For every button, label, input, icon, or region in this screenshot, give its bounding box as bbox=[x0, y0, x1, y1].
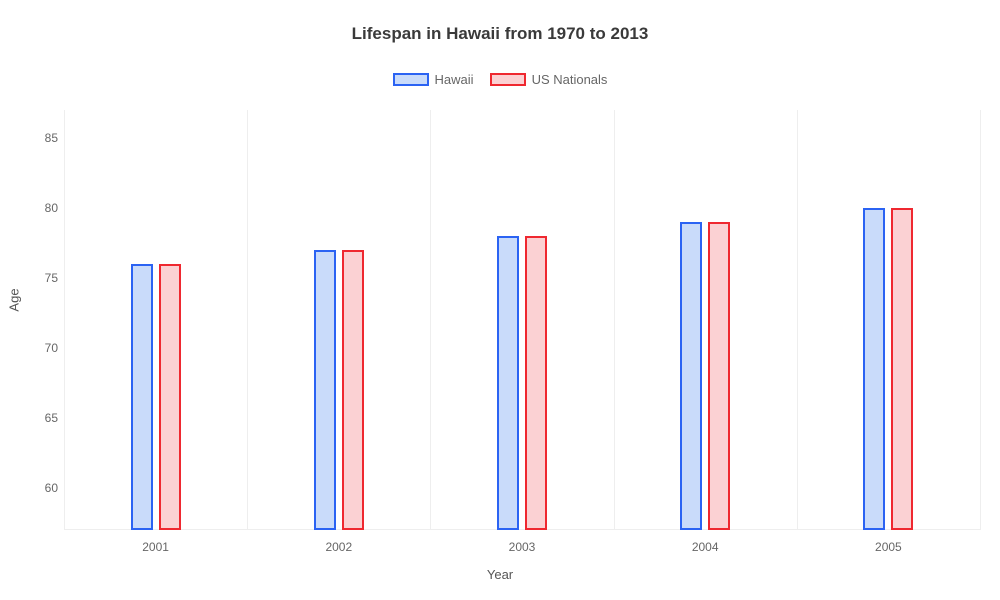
bar-hawaii bbox=[314, 250, 336, 530]
baseline bbox=[64, 529, 980, 530]
y-tick-label: 85 bbox=[28, 131, 58, 145]
x-tick-label: 2001 bbox=[142, 540, 169, 554]
bar-us-nationals bbox=[159, 264, 181, 530]
x-tick-label: 2004 bbox=[692, 540, 719, 554]
x-tick-label: 2002 bbox=[325, 540, 352, 554]
legend-swatch-hawaii bbox=[393, 73, 429, 86]
chart-container: Lifespan in Hawaii from 1970 to 2013 Haw… bbox=[0, 0, 1000, 600]
bar-us-nationals bbox=[708, 222, 730, 530]
gridline-v bbox=[430, 110, 431, 530]
legend-label-hawaii: Hawaii bbox=[435, 72, 474, 87]
y-tick-label: 60 bbox=[28, 481, 58, 495]
gridline-v bbox=[247, 110, 248, 530]
y-tick-label: 65 bbox=[28, 411, 58, 425]
bar-hawaii bbox=[131, 264, 153, 530]
legend-label-usnationals: US Nationals bbox=[532, 72, 608, 87]
x-axis-label: Year bbox=[487, 567, 513, 582]
gridline-v bbox=[980, 110, 981, 530]
legend-swatch-usnationals bbox=[490, 73, 526, 86]
y-tick-label: 75 bbox=[28, 271, 58, 285]
plot-area: 60657075808520012002200320042005 bbox=[64, 110, 980, 530]
gridline-v bbox=[64, 110, 65, 530]
bar-us-nationals bbox=[891, 208, 913, 530]
bar-us-nationals bbox=[525, 236, 547, 530]
bar-us-nationals bbox=[342, 250, 364, 530]
legend: Hawaii US Nationals bbox=[0, 72, 1000, 87]
bar-hawaii bbox=[680, 222, 702, 530]
x-tick-label: 2005 bbox=[875, 540, 902, 554]
gridline-v bbox=[614, 110, 615, 530]
y-tick-label: 70 bbox=[28, 341, 58, 355]
legend-item-hawaii: Hawaii bbox=[393, 72, 474, 87]
x-tick-label: 2003 bbox=[509, 540, 536, 554]
bar-hawaii bbox=[497, 236, 519, 530]
y-axis-label: Age bbox=[7, 288, 22, 311]
gridline-v bbox=[797, 110, 798, 530]
bar-hawaii bbox=[863, 208, 885, 530]
chart-title: Lifespan in Hawaii from 1970 to 2013 bbox=[0, 0, 1000, 44]
legend-item-usnationals: US Nationals bbox=[490, 72, 608, 87]
y-tick-label: 80 bbox=[28, 201, 58, 215]
